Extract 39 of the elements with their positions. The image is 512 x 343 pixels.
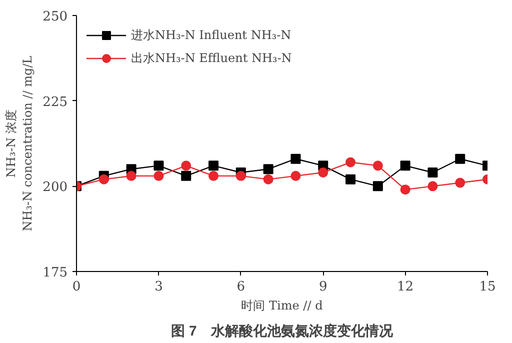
point xyxy=(455,154,466,164)
y-tick-label: 225 xyxy=(42,94,68,110)
point xyxy=(455,178,466,188)
y-tick-label: 200 xyxy=(42,180,68,196)
point xyxy=(263,164,274,174)
point xyxy=(98,174,109,184)
point xyxy=(346,174,356,184)
point xyxy=(208,170,218,181)
x-tick-label: 0 xyxy=(72,280,81,294)
point xyxy=(154,160,164,171)
point xyxy=(346,157,356,168)
legend-label: 出水NH₃-N Effluent NH₃-N xyxy=(131,50,292,66)
x-tick-label: 15 xyxy=(479,280,496,294)
point xyxy=(290,170,301,181)
y-tick-label: 175 xyxy=(42,266,68,280)
x-tick-label: 12 xyxy=(397,280,414,294)
point xyxy=(126,170,136,181)
point xyxy=(372,160,383,171)
x-tick-label: 9 xyxy=(318,280,328,294)
point xyxy=(154,170,164,181)
point xyxy=(290,154,301,164)
point xyxy=(236,170,246,181)
point xyxy=(181,170,192,181)
point xyxy=(400,184,410,195)
point xyxy=(400,160,410,171)
x-tick-label: 6 xyxy=(236,280,246,294)
point xyxy=(372,181,383,192)
point xyxy=(428,181,438,192)
text: 图 7 水解酸化池氨氮浓度变化情况 xyxy=(171,322,394,338)
point xyxy=(263,174,274,184)
point xyxy=(208,160,218,171)
point xyxy=(318,168,328,178)
legend-label: 进水NH₃-N Influent NH₃-N xyxy=(131,26,292,44)
x-tick-label: 3 xyxy=(154,280,163,294)
point xyxy=(181,160,192,171)
x-axis-title: 时间 Time // d xyxy=(241,298,324,312)
point xyxy=(428,168,438,178)
y-axis-title: NH₃-N 浓度 NH₃-N concentration // mg/L xyxy=(4,56,35,232)
y-tick-label: 250 xyxy=(42,10,68,24)
